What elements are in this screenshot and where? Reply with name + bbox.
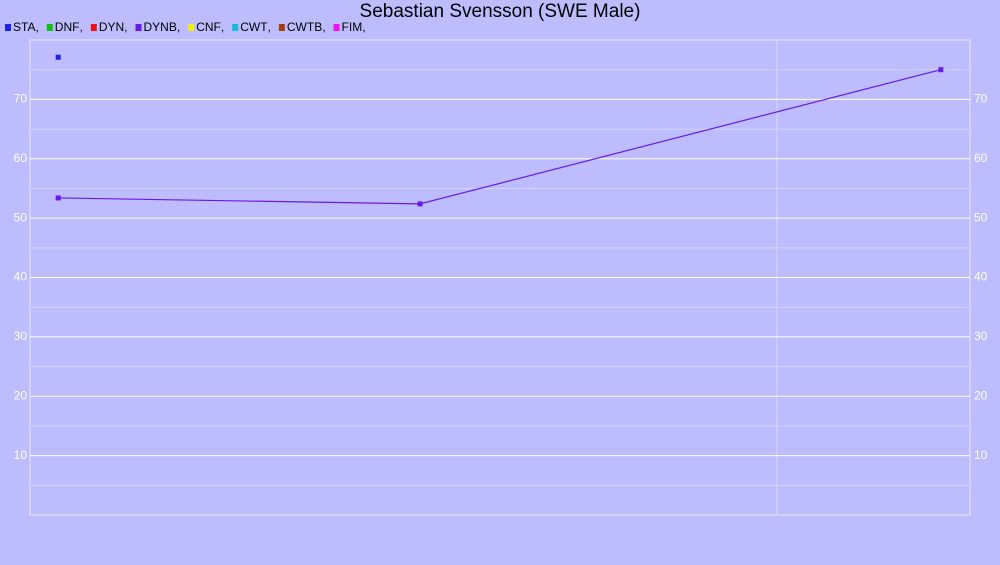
legend-swatch bbox=[90, 24, 97, 31]
y-tick-label: 30 bbox=[14, 329, 28, 343]
point bbox=[417, 201, 423, 207]
y-tick-label: 60 bbox=[14, 151, 28, 165]
legend-separator: , bbox=[35, 20, 38, 34]
y-tick-label: 70 bbox=[14, 92, 28, 106]
y-tick-label: 40 bbox=[14, 270, 28, 284]
legend-label: FIM bbox=[342, 20, 363, 34]
series-line bbox=[58, 69, 942, 205]
legend-separator: , bbox=[221, 20, 224, 34]
legend-separator: , bbox=[322, 20, 325, 34]
legend-label: CWT bbox=[240, 20, 268, 34]
legend-separator: , bbox=[362, 20, 365, 34]
point bbox=[55, 195, 61, 201]
y-tick-label: 50 bbox=[14, 210, 28, 224]
legend-swatch bbox=[135, 24, 142, 31]
y-tick-label: 10 bbox=[14, 448, 28, 462]
y2-tick-label: 60 bbox=[974, 151, 988, 165]
legend-separator: , bbox=[124, 20, 127, 34]
legend-swatch bbox=[5, 24, 11, 31]
y2-tick-label: 50 bbox=[974, 210, 988, 224]
legend-label: DYNB bbox=[144, 20, 177, 34]
chart-title: Sebastian Svensson (SWE Male) bbox=[360, 1, 641, 22]
point bbox=[938, 67, 944, 73]
point bbox=[55, 54, 61, 60]
y-tick-label: 20 bbox=[14, 388, 28, 402]
legend-label: CWTB bbox=[287, 20, 322, 34]
legend-label: CNF bbox=[196, 20, 221, 34]
legend-label: DNF bbox=[55, 20, 80, 34]
y2-tick-label: 20 bbox=[974, 388, 988, 402]
legend-label: STA bbox=[13, 20, 35, 34]
y2-tick-label: 70 bbox=[974, 92, 988, 106]
legend-swatch bbox=[188, 24, 195, 31]
y2-tick-label: 30 bbox=[974, 329, 988, 343]
legend-separator: , bbox=[177, 20, 180, 34]
y2-tick-label: 40 bbox=[974, 270, 988, 284]
legend-label: DYN bbox=[99, 20, 124, 34]
legend-separator: , bbox=[268, 20, 271, 34]
legend-swatch bbox=[232, 24, 239, 31]
legend-separator: , bbox=[79, 20, 82, 34]
legend-swatch bbox=[46, 24, 53, 31]
y2-tick-label: 10 bbox=[974, 448, 988, 462]
legend-swatch bbox=[278, 24, 285, 31]
legend-swatch bbox=[333, 24, 340, 31]
